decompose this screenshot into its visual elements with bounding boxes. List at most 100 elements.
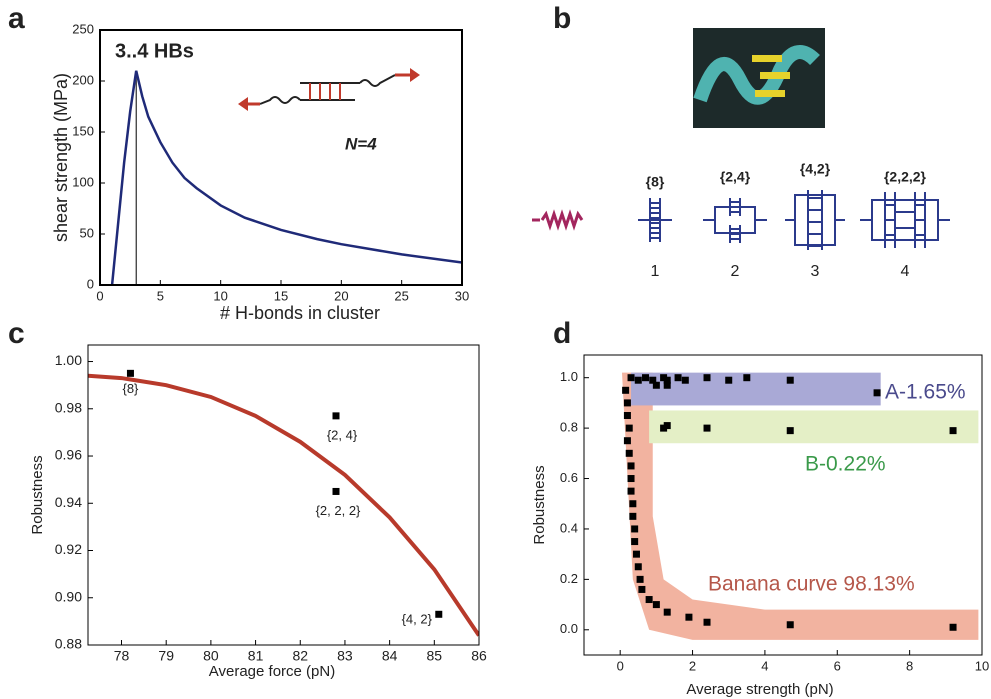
- plot-area: [621, 372, 979, 640]
- point: [634, 376, 642, 384]
- point: [627, 475, 635, 483]
- y-tick-label: 1.00: [55, 352, 82, 368]
- point: [631, 525, 639, 533]
- x-tick-label: 20: [334, 288, 348, 303]
- x-tick-label: 81: [248, 648, 264, 664]
- point-label: {8}: [122, 381, 139, 396]
- point: [629, 500, 637, 508]
- point: [681, 376, 689, 384]
- point-label: {2, 2, 2}: [316, 503, 361, 518]
- point: [743, 374, 751, 382]
- line-series: [110, 70, 462, 285]
- x-tick-label: 8: [906, 658, 913, 673]
- y-tick-label: 0.90: [55, 588, 82, 604]
- x-axis-label: Average strength (pN): [686, 681, 833, 698]
- point: [725, 376, 733, 384]
- point-label: {2, 4}: [327, 427, 358, 442]
- x-tick-label: 30: [455, 288, 469, 303]
- point: [332, 412, 340, 420]
- x-tick-label: 84: [382, 648, 398, 664]
- x-tick-label: 79: [158, 648, 174, 664]
- x-axis-label: # H-bonds in cluster: [220, 303, 380, 323]
- helix-image: [693, 28, 825, 128]
- y-tick-label: 100: [72, 174, 94, 189]
- point: [629, 512, 637, 520]
- point: [636, 575, 644, 583]
- region: [631, 372, 881, 406]
- point: [435, 610, 443, 618]
- region-label: B-0.22%: [805, 453, 886, 476]
- y-tick-label: 150: [72, 123, 94, 138]
- point: [786, 621, 794, 629]
- point: [632, 550, 640, 558]
- y-tick-label: 0.2: [560, 571, 578, 586]
- x-tick-label: 86: [471, 648, 487, 664]
- region-label: A-1.65%: [885, 381, 966, 404]
- point: [786, 427, 794, 435]
- point: [623, 399, 631, 407]
- structure-label: {4,2}: [800, 161, 831, 177]
- point: [663, 422, 671, 430]
- region: [621, 372, 979, 640]
- point: [685, 613, 693, 621]
- y-tick-label: 0.88: [55, 636, 82, 652]
- x-tick-label: 83: [337, 648, 353, 664]
- point: [625, 424, 633, 432]
- y-tick-label: 0.0: [560, 621, 578, 636]
- structure-label: {8}: [646, 174, 665, 190]
- x-tick-label: 0: [617, 658, 624, 673]
- x-tick-label: 6: [834, 658, 841, 673]
- annotation: N=4: [345, 134, 377, 153]
- point: [645, 596, 653, 604]
- plot-area: [110, 70, 462, 285]
- point: [949, 623, 957, 631]
- y-axis-label: Robustness: [29, 455, 46, 534]
- y-tick-label: 200: [72, 72, 94, 87]
- x-axis-label: Average force (pN): [209, 663, 335, 680]
- point: [622, 386, 630, 394]
- plot-frame: [99, 29, 463, 286]
- y-tick-label: 0.8: [560, 420, 578, 435]
- region-label: Banana curve 98.13%: [708, 573, 915, 596]
- point: [627, 374, 635, 382]
- point: [949, 427, 957, 435]
- structure-index: 3: [811, 263, 820, 280]
- y-tick-label: 1.0: [560, 369, 578, 384]
- point: [623, 412, 631, 420]
- x-tick-label: 85: [427, 648, 443, 664]
- y-tick-label: 0.92: [55, 541, 82, 557]
- region: [649, 410, 979, 444]
- y-tick-label: 0.4: [560, 520, 578, 535]
- point: [627, 487, 635, 495]
- x-tick-label: 80: [203, 648, 219, 664]
- x-tick-label: 4: [761, 658, 768, 673]
- x-tick-label: 25: [394, 288, 408, 303]
- point: [663, 381, 671, 389]
- structure-index: 2: [731, 263, 740, 280]
- point: [332, 487, 340, 495]
- line-series: [88, 373, 479, 637]
- point: [623, 437, 631, 445]
- annotation: 3..4 HBs: [115, 40, 194, 62]
- panel-label: b: [553, 2, 571, 35]
- x-tick-label: 10: [975, 658, 989, 673]
- panel-label: c: [8, 317, 25, 350]
- point: [703, 424, 711, 432]
- y-tick-label: 0.98: [55, 399, 82, 415]
- point: [625, 449, 633, 457]
- y-tick-label: 250: [72, 21, 94, 36]
- point: [649, 376, 657, 384]
- x-tick-label: 10: [213, 288, 227, 303]
- y-axis-label: shear strength (MPa): [51, 73, 71, 242]
- point: [786, 376, 794, 384]
- structure-label: {2,2,2}: [884, 169, 927, 185]
- structure-index: 4: [901, 263, 910, 280]
- point: [652, 381, 660, 389]
- point: [674, 374, 682, 382]
- point: [638, 585, 646, 593]
- x-tick-label: 0: [96, 288, 103, 303]
- point: [703, 374, 711, 382]
- point: [873, 389, 881, 397]
